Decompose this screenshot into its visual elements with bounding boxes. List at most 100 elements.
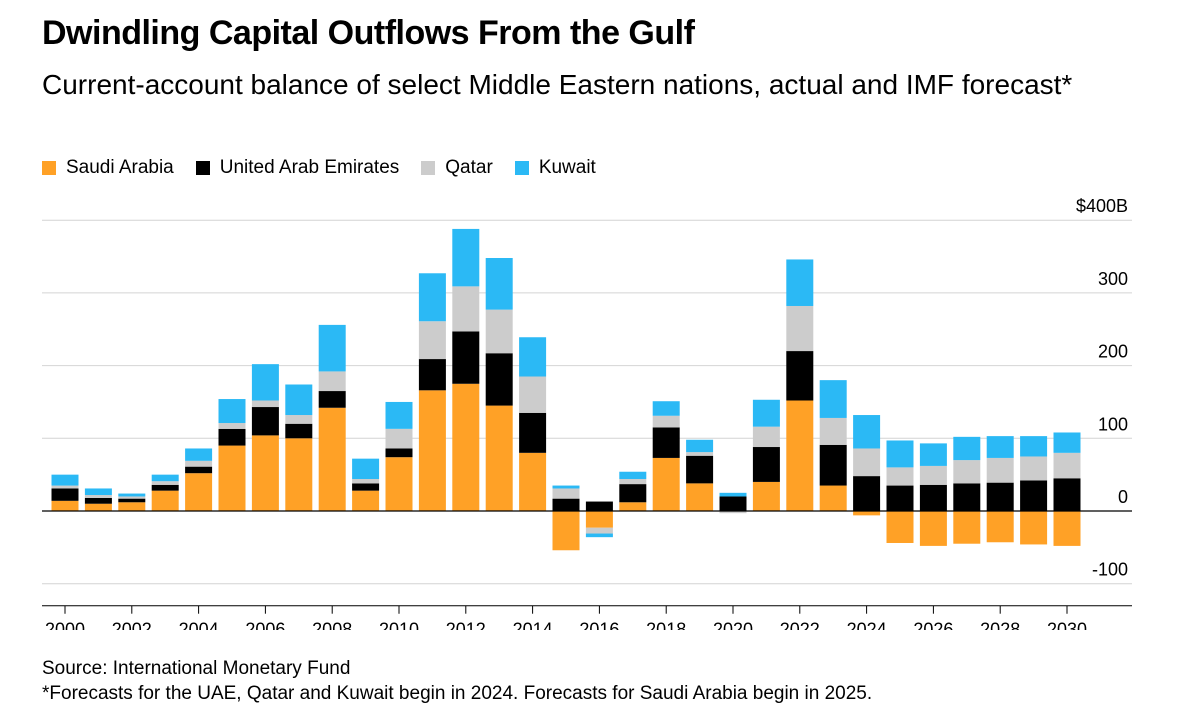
bar-united-arab-emirates-2014 [519, 412, 547, 453]
bar-united-arab-emirates-2018 [652, 427, 680, 458]
x-tick-label: 2010 [379, 620, 419, 630]
legend-label-saudi-arabia: Saudi Arabia [66, 157, 174, 178]
x-tick-label: 2012 [446, 620, 486, 630]
bar-united-arab-emirates-2010 [385, 448, 413, 458]
bar-united-arab-emirates-2002 [118, 498, 146, 503]
x-tick-label: 2030 [1047, 620, 1087, 630]
bar-qatar-2022 [786, 305, 814, 352]
bar-united-arab-emirates-2017 [619, 484, 647, 503]
x-tick-label: 2008 [312, 620, 352, 630]
legend-swatch-saudi-arabia [42, 161, 56, 175]
x-tick-label: 2028 [980, 620, 1020, 630]
bar-kuwait-2023 [819, 380, 847, 418]
x-tick-label: 2002 [112, 620, 152, 630]
bar-saudi-arabia-2024 [853, 511, 881, 516]
bar-qatar-2000 [51, 485, 79, 489]
bar-qatar-2025 [886, 467, 914, 486]
bar-saudi-arabia-2030 [1053, 511, 1081, 546]
legend-item-qatar: Qatar [421, 157, 493, 179]
chart-plot: -100 0 100 200 300 $400B 2000 2002 2004 2006 2008 2… [42, 196, 1132, 630]
bar-qatar-2005 [218, 423, 246, 429]
bar-saudi-arabia-2005 [218, 445, 246, 511]
bar-united-arab-emirates-2011 [418, 359, 446, 391]
x-tick-label: 2026 [913, 620, 953, 630]
bar-united-arab-emirates-2020 [719, 496, 747, 511]
y-tick-label: 0 [1118, 487, 1128, 507]
bar-united-arab-emirates-2000 [51, 488, 79, 501]
bar-saudi-arabia-2006 [251, 435, 279, 511]
bar-kuwait-2012 [452, 228, 480, 287]
bar-united-arab-emirates-2005 [218, 428, 246, 446]
bar-qatar-2021 [752, 426, 780, 448]
bar-kuwait-2003 [151, 474, 179, 482]
bar-united-arab-emirates-2028 [986, 482, 1014, 511]
bar-kuwait-2006 [251, 364, 279, 401]
bar-united-arab-emirates-2026 [919, 484, 947, 511]
legend-swatch-uae [195, 161, 210, 175]
bar-kuwait-2027 [953, 436, 981, 461]
bar-qatar-2011 [418, 321, 446, 360]
bar-united-arab-emirates-2016 [585, 501, 613, 511]
bar-kuwait-2000 [51, 474, 79, 486]
bar-saudi-arabia-2015 [552, 511, 580, 551]
bar-qatar-2006 [251, 400, 279, 408]
bar-saudi-arabia-2009 [352, 490, 380, 511]
bar-saudi-arabia-2004 [185, 473, 213, 511]
bar-kuwait-2019 [686, 439, 714, 453]
y-tick-label: $400B [1076, 196, 1128, 216]
bar-qatar-2012 [452, 286, 480, 332]
x-tick-label: 2000 [45, 620, 85, 630]
bar-kuwait-2001 [84, 488, 112, 496]
bar-saudi-arabia-2014 [519, 452, 547, 511]
bar-kuwait-2010 [385, 401, 413, 429]
footer: Source: International Monetary Fund *For… [42, 656, 872, 706]
bar-kuwait-2005 [218, 399, 246, 424]
bar-united-arab-emirates-2025 [886, 485, 914, 511]
bar-layer [51, 228, 1081, 551]
forecast-note: *Forecasts for the UAE, Qatar and Kuwait… [42, 683, 873, 704]
bar-kuwait-2025 [886, 440, 914, 468]
bar-united-arab-emirates-2023 [819, 444, 847, 486]
bar-united-arab-emirates-2029 [1020, 480, 1048, 511]
bar-united-arab-emirates-2021 [752, 447, 780, 482]
bar-saudi-arabia-2027 [953, 511, 981, 544]
x-tick-label: 2022 [780, 620, 820, 630]
legend: Saudi Arabia United Arab Emirates Qatar … [42, 157, 596, 179]
bar-united-arab-emirates-2001 [84, 497, 112, 504]
bar-saudi-arabia-2000 [51, 500, 79, 511]
bar-saudi-arabia-2021 [752, 481, 780, 511]
bar-kuwait-2021 [752, 399, 780, 427]
legend-item-uae: United Arab Emirates [195, 157, 399, 179]
bar-qatar-2007 [285, 415, 313, 424]
bar-united-arab-emirates-2027 [953, 483, 981, 511]
bar-united-arab-emirates-2013 [485, 353, 513, 406]
bar-qatar-2001 [84, 495, 112, 498]
bar-saudi-arabia-2012 [452, 383, 480, 511]
bar-qatar-2019 [686, 452, 714, 456]
bar-saudi-arabia-2001 [84, 503, 112, 511]
bar-saudi-arabia-2028 [986, 511, 1014, 543]
x-tick-label: 2016 [579, 620, 619, 630]
bar-qatar-2003 [151, 481, 179, 485]
bar-saudi-arabia-2029 [1020, 511, 1048, 545]
bar-united-arab-emirates-2003 [151, 484, 179, 491]
bar-kuwait-2007 [285, 384, 313, 416]
bar-qatar-2028 [986, 457, 1014, 483]
y-tick-label: 100 [1098, 414, 1128, 434]
bar-kuwait-2008 [318, 324, 346, 372]
bar-saudi-arabia-2017 [619, 502, 647, 511]
bar-saudi-arabia-2002 [118, 502, 146, 511]
bar-qatar-2023 [819, 417, 847, 445]
bar-saudi-arabia-2025 [886, 511, 914, 543]
bar-qatar-2027 [953, 460, 981, 484]
bar-saudi-arabia-2023 [819, 485, 847, 511]
bar-qatar-2004 [185, 460, 213, 467]
bar-qatar-2018 [652, 415, 680, 428]
chart-subtitle: Current-account balance of select Middle… [42, 69, 1073, 100]
legend-item-kuwait: Kuwait [514, 157, 596, 179]
bar-qatar-2017 [619, 479, 647, 485]
x-tick-label: 2004 [179, 620, 219, 630]
bar-kuwait-2028 [986, 436, 1014, 458]
legend-swatch-kuwait [514, 161, 529, 175]
bar-kuwait-2013 [485, 258, 513, 310]
